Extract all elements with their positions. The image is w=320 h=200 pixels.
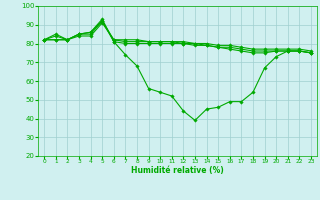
X-axis label: Humidité relative (%): Humidité relative (%) bbox=[131, 166, 224, 175]
